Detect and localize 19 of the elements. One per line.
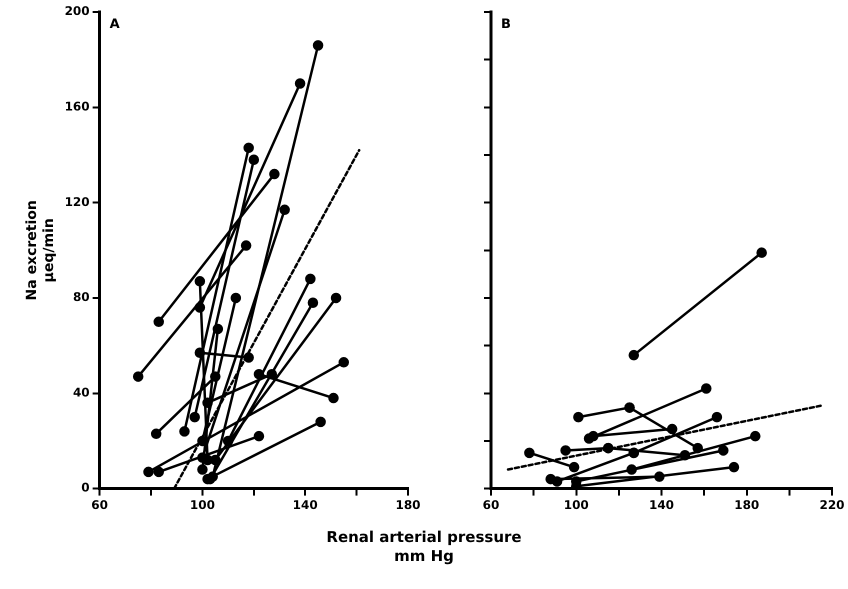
x-tick-label: 140 [648, 498, 674, 512]
x-tick-label: 100 [564, 498, 589, 512]
y-axis-title: Na excretion μeq/min [24, 200, 57, 300]
x-tick-label: 60 [482, 498, 500, 512]
x-tick-label: 100 [190, 498, 215, 512]
x-tick-label: 180 [734, 498, 760, 512]
x-tick-label: 60 [91, 498, 108, 512]
y-tick-label: 0 [81, 480, 90, 495]
y-tick-label: 160 [64, 99, 90, 114]
x-axis-title: Renal arterial pressure mm Hg [325, 528, 523, 566]
y-tick-label: 40 [72, 385, 90, 400]
chart-title: B [501, 16, 511, 32]
x-tick-label: 220 [819, 498, 845, 512]
x-tick-label: 180 [395, 498, 421, 512]
y-tick-label: 80 [72, 290, 90, 304]
chart-title: A [110, 16, 120, 32]
x-tick-label: 140 [292, 498, 318, 512]
y-tick-label: 120 [64, 194, 90, 209]
y-tick-label: 200 [64, 4, 90, 18]
